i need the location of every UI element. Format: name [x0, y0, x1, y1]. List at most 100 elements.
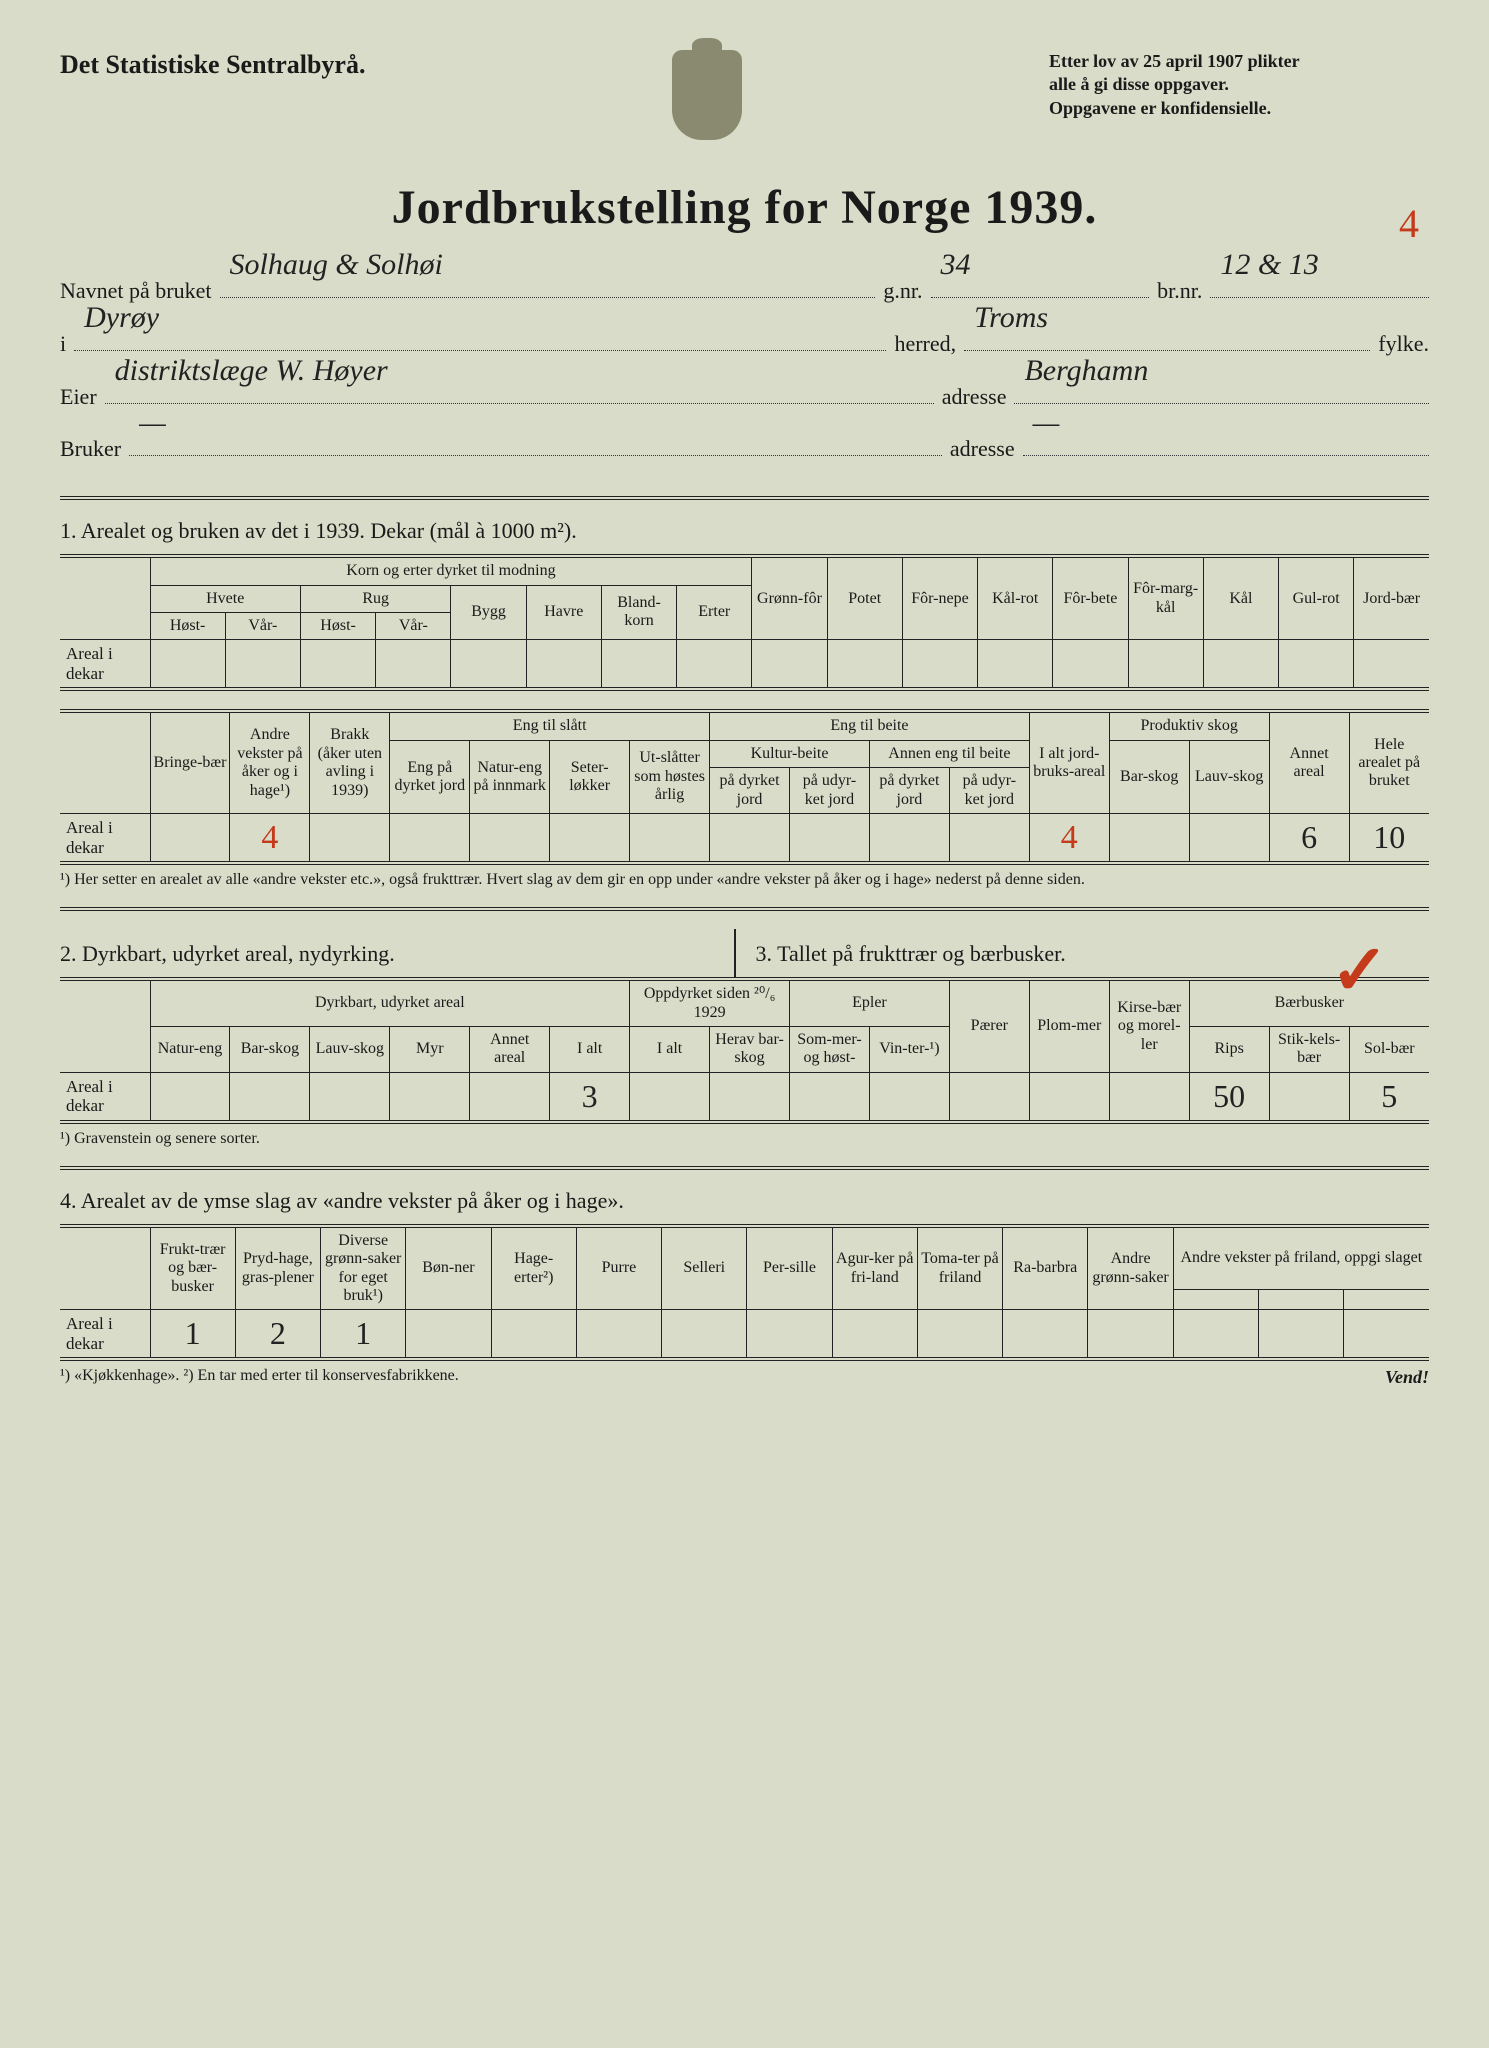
potet: Potet [827, 556, 902, 640]
lauvskog-1b: Lauv-skog [1189, 740, 1269, 813]
header: Det Statistiske Sentralbyrå. Etter lov a… [60, 50, 1429, 140]
myr: Myr [390, 1026, 470, 1072]
pa-udyrket-1: på udyr-ket jord [790, 768, 870, 814]
barskog-1b: Bar-skog [1109, 740, 1189, 813]
host-1: Høst- [150, 612, 225, 639]
natureng: Natur-eng [150, 1026, 230, 1072]
v-frukt: 1 [150, 1310, 235, 1360]
table-4: Frukt-trær og bær-busker Pryd-hage, gras… [60, 1224, 1429, 1362]
rabarbra: Ra-barbra [1003, 1226, 1088, 1310]
andre-friland: Andre vekster på friland, oppgi slaget [1173, 1226, 1429, 1290]
kirsebaer: Kirse-bær og morel-ler [1109, 979, 1189, 1072]
divider-2 [60, 907, 1429, 911]
v-rips: 50 [1189, 1072, 1269, 1122]
pa-udyrket-2: på udyr-ket jord [949, 768, 1029, 814]
i-label: i [60, 318, 66, 371]
jordbaer: Jord-bær [1354, 556, 1429, 640]
stikkels: Stik-kels-bær [1269, 1026, 1349, 1072]
herav-bar: Herav bar-skog [710, 1026, 790, 1072]
dyrkbart: Dyrkbart, udyrket areal [150, 979, 630, 1026]
law-line-1: Etter lov av 25 april 1907 plikter [1049, 50, 1429, 73]
table-23: Dyrkbart, udyrket areal Oppdyrket siden … [60, 977, 1429, 1124]
pryd: Pryd-hage, gras-plener [235, 1226, 320, 1310]
host-2: Høst- [300, 612, 375, 639]
agurker: Agur-ker på fri-land [832, 1226, 917, 1310]
var-1: Vår- [225, 612, 300, 639]
rips: Rips [1189, 1026, 1269, 1072]
plommer: Plom-mer [1029, 979, 1109, 1072]
opp-ialt: I alt [630, 1026, 710, 1072]
checkmark-icon: ✓ [1330, 929, 1389, 1012]
navnet-value: Solhaug & Solhøi [230, 229, 443, 301]
persille: Per-sille [747, 1226, 832, 1310]
section-3-title: 3. Tallet på frukttrær og bærbusker. [756, 941, 1430, 967]
brnr-label: br.nr. [1157, 265, 1202, 318]
gronnfor: Grønn-fôr [752, 556, 827, 640]
tomater: Toma-ter på friland [917, 1226, 1002, 1310]
page-mark: 4 [1399, 200, 1419, 247]
row-label-1a: Areal i dekar [60, 640, 150, 690]
selleri: Selleri [662, 1226, 747, 1310]
law-line-2: alle å gi disse oppgaver. [1049, 73, 1429, 96]
row-label-2: Areal i dekar [60, 1072, 150, 1122]
epler: Epler [790, 979, 950, 1026]
v-annet: 6 [1269, 814, 1349, 864]
annet-2: Annet areal [470, 1026, 550, 1072]
footnote-4: ¹) «Kjøkkenhage». ²) En tar med erter ti… [60, 1367, 459, 1385]
kalrot: Kål-rot [978, 556, 1053, 640]
property-form: Navnet på bruket Solhaug & Solhøi g.nr. … [60, 265, 1429, 476]
oppdyrket: Oppdyrket siden ²⁰/₆ 1929 [630, 979, 790, 1026]
fylke-label: fylke. [1378, 318, 1429, 371]
eng-beite: Eng til beite [710, 711, 1030, 740]
herred-label: herred, [894, 318, 956, 371]
vinter: Vin-ter-¹) [869, 1026, 949, 1072]
bringebaer: Bringe-bær [150, 711, 230, 813]
hele-arealet: Hele arealet på bruket [1349, 711, 1429, 813]
kulturbeite: Kultur-beite [710, 740, 870, 767]
utslatter: Ut-slåtter som høstes årlig [630, 740, 710, 813]
v-solbaer: 5 [1349, 1072, 1429, 1122]
forbete: Fôr-bete [1053, 556, 1128, 640]
divider [60, 496, 1429, 500]
havre: Havre [526, 585, 601, 640]
kal: Kål [1203, 556, 1278, 640]
bygg: Bygg [451, 585, 526, 640]
annen-eng: Annen eng til beite [869, 740, 1029, 767]
v-pryd: 2 [235, 1310, 320, 1360]
adresse-label-2: adresse [950, 423, 1015, 476]
section-2-title: 2. Dyrkbart, udyrket areal, nydyrking. [60, 941, 734, 967]
v-diverse: 1 [321, 1310, 406, 1360]
section-1-title: 1. Arealet og bruken av det i 1939. Deka… [60, 518, 1429, 544]
annet-areal: Annet areal [1269, 711, 1349, 813]
footnote-1: ¹) Her setter en arealet av alle «andre … [60, 871, 1429, 889]
barskog-2: Bar-skog [230, 1026, 310, 1072]
paerer: Pærer [949, 979, 1029, 1072]
pa-dyrket-2: på dyrket jord [869, 768, 949, 814]
ialt-2: I alt [550, 1026, 630, 1072]
ialt-jord: I alt jord-bruks-areal [1029, 711, 1109, 813]
andre-gronn: Andre grønn-saker [1088, 1226, 1173, 1310]
main-title: Jordbrukstelling for Norge 1939. [60, 180, 1429, 235]
gnr-value: 34 [941, 229, 971, 301]
bruker-adr-value: — [1033, 387, 1060, 459]
brakk: Brakk (åker uten avling i 1939) [310, 711, 390, 813]
korn-header: Korn og erter dyrket til modning [150, 556, 752, 585]
v-ialt-2: 3 [550, 1072, 630, 1122]
bruker-value: — [139, 387, 166, 459]
header-left: Det Statistiske Sentralbyrå. [60, 50, 365, 80]
table-1a: Korn og erter dyrket til modning Grønn-f… [60, 554, 1429, 691]
adresse-label: adresse [942, 371, 1007, 424]
coat-of-arms-icon [662, 50, 752, 140]
blandkorn: Bland-korn [601, 585, 676, 640]
divider-3 [60, 1166, 1429, 1170]
formargkal: Fôr-marg-kål [1128, 556, 1203, 640]
natureng-innmark: Natur-eng på innmark [470, 740, 550, 813]
bruker-label: Bruker [60, 423, 121, 476]
footnote-2: ¹) Gravenstein og senere sorter. [60, 1130, 1429, 1148]
sommer: Som-mer- og høst- [790, 1026, 870, 1072]
pa-dyrket-1: på dyrket jord [710, 768, 790, 814]
row-label-1b: Areal i dekar [60, 814, 150, 864]
var-2: Vår- [376, 612, 451, 639]
gnr-label: g.nr. [883, 265, 922, 318]
law-line-3: Oppgavene er konfidensielle. [1049, 97, 1429, 120]
